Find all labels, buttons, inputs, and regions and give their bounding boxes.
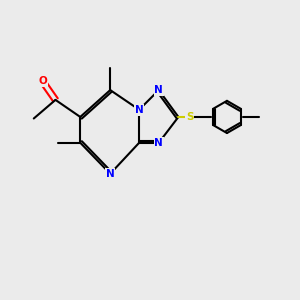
- Text: O: O: [38, 76, 47, 86]
- Text: N: N: [154, 138, 163, 148]
- Text: N: N: [106, 169, 115, 179]
- Text: N: N: [135, 105, 143, 115]
- Text: S: S: [186, 112, 194, 122]
- Text: N: N: [154, 85, 163, 95]
